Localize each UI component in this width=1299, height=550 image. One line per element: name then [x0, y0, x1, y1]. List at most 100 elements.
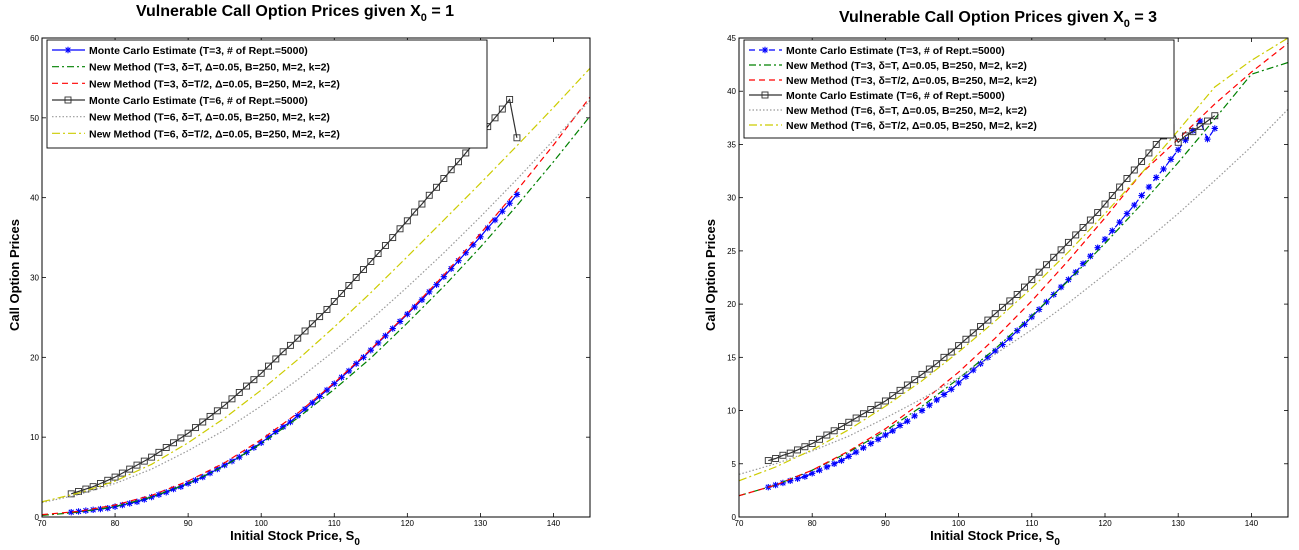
legend-label: Monte Carlo Estimate (T=6, # of Rept.=50…: [89, 95, 308, 107]
data-point-square: [396, 225, 404, 233]
data-point-square: [184, 429, 192, 437]
chart-x0-3: Vulnerable Call Option Prices given X0 =…: [703, 9, 1289, 548]
data-point-square: [498, 105, 506, 113]
data-point-square: [82, 485, 90, 493]
data-point-square: [403, 217, 411, 225]
data-point-star: [265, 433, 272, 441]
data-point-star: [345, 367, 353, 375]
data-point-star: [1028, 313, 1035, 321]
y-tick-label: 15: [727, 353, 736, 362]
data-point-square: [947, 348, 955, 356]
data-point-square: [155, 448, 163, 456]
legend: Monte Carlo Estimate (T=3, # of Rept.=50…: [743, 39, 1175, 139]
x-axis-label: Initial Stock Price, S0: [930, 528, 1060, 548]
data-point-star: [801, 473, 809, 480]
data-point-star: [1138, 192, 1145, 199]
data-point-star: [389, 325, 396, 332]
data-point-square: [764, 457, 772, 465]
data-point-square: [294, 334, 302, 342]
data-point-square: [389, 234, 397, 242]
legend-label: New Method (T=3, δ=T, Δ=0.05, B=250, M=2…: [89, 62, 330, 74]
data-point-square: [991, 310, 999, 318]
series-line: [739, 61, 1288, 497]
data-point-square: [794, 446, 802, 454]
data-point-square: [786, 449, 794, 457]
data-point-star: [360, 354, 367, 361]
data-point-square: [1145, 149, 1153, 157]
series-line: [71, 98, 518, 495]
data-point-square: [867, 406, 875, 413]
data-point-square: [308, 320, 316, 328]
y-tick-label: 20: [727, 300, 736, 309]
data-point-square: [118, 469, 126, 477]
y-tick-label: 50: [30, 114, 39, 123]
data-point-square: [845, 418, 853, 426]
data-point-square: [462, 149, 470, 157]
y-tick-label: 30: [727, 194, 736, 203]
x-tick-label: 140: [547, 519, 561, 528]
data-point-star: [1065, 276, 1072, 283]
data-point-square: [272, 355, 280, 363]
data-point-star: [1043, 298, 1050, 306]
data-point-square: [425, 191, 433, 199]
data-point-square: [1211, 112, 1219, 120]
legend-label: Monte Carlo Estimate (T=3, # of Rept.=50…: [786, 45, 1005, 57]
data-point-star: [272, 428, 280, 435]
legend: Monte Carlo Estimate (T=3, # of Rept.=50…: [46, 39, 488, 149]
legend-label: New Method (T=3, δ=T/2, Δ=0.05, B=250, M…: [786, 75, 1037, 87]
data-point-star: [809, 470, 816, 477]
data-point-square: [1130, 166, 1138, 174]
data-point-star: [163, 489, 170, 496]
data-point-star: [206, 469, 214, 477]
data-point-square: [1021, 283, 1028, 291]
x-tick-label: 130: [1172, 519, 1186, 528]
data-point-star: [1087, 253, 1094, 260]
data-point-star: [1072, 268, 1079, 276]
data-point-star: [984, 354, 992, 361]
legend-label: Monte Carlo Estimate (T=3, # of Rept.=50…: [89, 45, 308, 57]
data-point-star: [462, 249, 469, 256]
data-point-square: [1086, 216, 1094, 224]
data-point-star: [779, 479, 787, 487]
x-tick-label: 90: [184, 519, 193, 528]
x-tick-label: 70: [38, 519, 47, 528]
data-point-star: [192, 477, 199, 484]
data-point-square: [330, 298, 338, 305]
data-point-square: [221, 401, 229, 409]
y-tick-label: 25: [727, 247, 736, 256]
data-point-star: [382, 332, 389, 339]
data-point-square: [235, 389, 243, 396]
x-tick-label: 100: [255, 519, 269, 528]
data-point-star: [992, 347, 999, 355]
data-point-star: [75, 508, 82, 515]
data-point-square: [111, 473, 119, 481]
data-point-square: [1057, 246, 1065, 254]
data-point-square: [1042, 261, 1050, 269]
data-point-square: [191, 424, 199, 432]
data-point-star: [97, 505, 104, 513]
data-point-star: [852, 448, 860, 456]
data-point-star: [904, 418, 911, 425]
data-point-square: [64, 96, 72, 104]
data-point-star: [447, 265, 455, 272]
x-tick-label: 70: [735, 519, 744, 528]
data-point-square: [977, 323, 985, 330]
plot-frame: [41, 37, 591, 518]
data-point-square: [316, 313, 324, 321]
x-tick-label: 110: [328, 519, 341, 528]
data-point-star: [236, 453, 243, 461]
data-point-square: [265, 362, 272, 370]
data-point-star: [404, 311, 411, 318]
data-point-star: [1109, 227, 1116, 234]
data-point-square: [301, 327, 309, 335]
data-point-star: [433, 281, 440, 288]
data-point-star: [367, 346, 374, 354]
data-point-star: [838, 457, 845, 464]
data-point-square: [838, 423, 845, 430]
legend-label: New Method (T=3, δ=T/2, Δ=0.05, B=250, M…: [89, 78, 340, 90]
data-point-square: [418, 200, 426, 208]
data-point-square: [360, 266, 367, 273]
y-tick-label: 5: [732, 460, 737, 469]
data-point-square: [433, 183, 441, 191]
x-tick-label: 140: [1245, 519, 1259, 528]
